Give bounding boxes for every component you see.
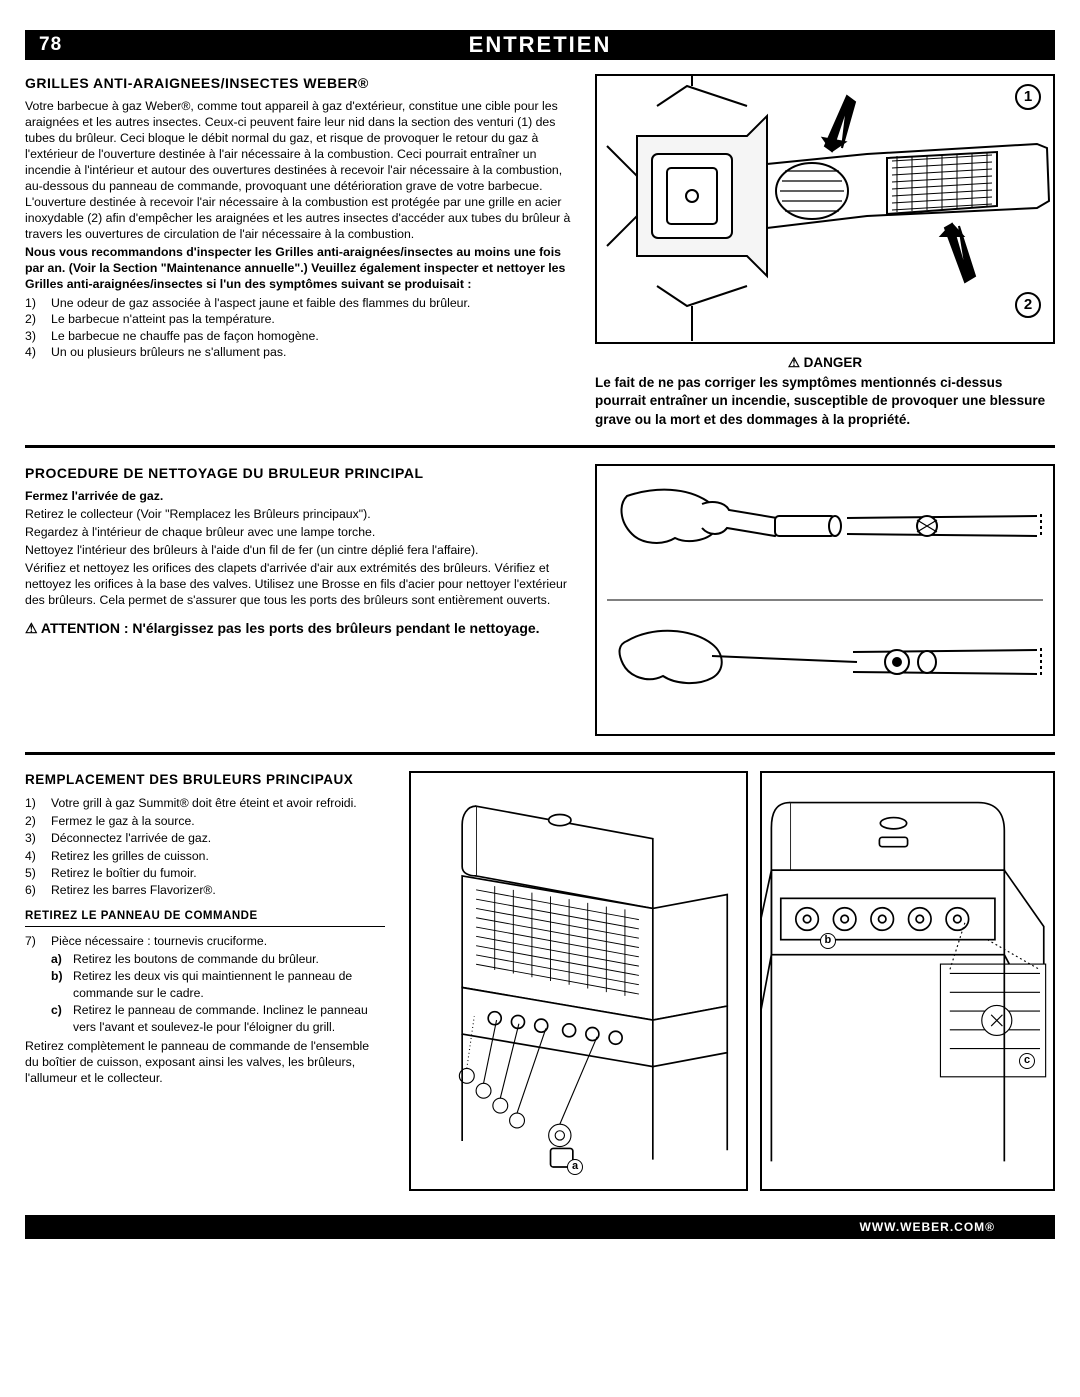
label-c: c [1019,1053,1035,1069]
section-nettoyage: PROCEDURE DE NETTOYAGE DU BRULEUR PRINCI… [25,464,1055,736]
section3-tail: Retirez complètement le panneau de comma… [25,1039,385,1087]
section1-text: GRILLES ANTI-ARAIGNEES/INSECTES WEBER® V… [25,74,571,429]
attention-text: ⚠ ATTENTION : N'élargissez pas les ports… [25,619,571,638]
section2-right [595,464,1055,736]
subhead-panel: RETIREZ LE PANNEAU DE COMMANDE [25,909,385,928]
danger-heading: ⚠ DANGER [595,354,1055,372]
section1-bold: Nous vous recommandons d'inspecter les G… [25,245,571,293]
venturi-diagram-icon [597,76,1053,342]
page-number: 78 [25,32,62,58]
page-footer: WWW.WEBER.COM® [25,1215,1055,1239]
section1-list: 1)Une odeur de gaz associée à l'aspect j… [25,295,571,361]
label-b: b [820,933,836,949]
section2-text: PROCEDURE DE NETTOYAGE DU BRULEUR PRINCI… [25,464,571,736]
label-a: a [567,1159,583,1175]
divider-1 [25,445,1055,448]
header-title: ENTRETIEN [469,30,612,60]
cleaning-diagram-icon [597,466,1053,734]
section-grilles: GRILLES ANTI-ARAIGNEES/INSECTES WEBER® V… [25,74,1055,429]
section3-list: 1)Votre grill à gaz Summit® doit être ét… [25,795,385,899]
footer-url: WWW.WEBER.COM® [860,1219,996,1235]
figure-grill-right: b c [760,771,1055,1191]
divider-2 [25,752,1055,755]
grill-right-icon [762,773,1053,1189]
section-remplacement: REMPLACEMENT DES BRULEURS PRINCIPAUX 1)V… [25,771,1055,1191]
callout-2: 2 [1015,292,1041,318]
danger-block: ⚠ DANGER Le fait de ne pas corriger les … [595,354,1055,429]
figure-venturi: 1 2 [595,74,1055,344]
page-header: 78 ENTRETIEN [25,30,1055,60]
figure-grill-left: a [409,771,748,1191]
grill-left-icon [411,773,746,1189]
section3-heading: REMPLACEMENT DES BRULEURS PRINCIPAUX [25,771,385,789]
section1-heading: GRILLES ANTI-ARAIGNEES/INSECTES WEBER® [25,74,571,93]
section2-bold: Fermez l'arrivée de gaz. [25,489,571,505]
section3-sublist: 7)Pièce nécessaire : tournevis cruciform… [25,933,385,1035]
section1-para: Votre barbecue à gaz Weber®, comme tout … [25,99,571,243]
section1-right: 1 2 ⚠ DANGER Le fait de ne pas corriger … [595,74,1055,429]
section3-text: REMPLACEMENT DES BRULEURS PRINCIPAUX 1)V… [25,771,385,1191]
callout-1: 1 [1015,84,1041,110]
danger-text: Le fait de ne pas corriger les symptômes… [595,374,1055,429]
section2-heading: PROCEDURE DE NETTOYAGE DU BRULEUR PRINCI… [25,464,571,483]
figure-cleaning [595,464,1055,736]
section3-figures: a [409,771,1055,1191]
